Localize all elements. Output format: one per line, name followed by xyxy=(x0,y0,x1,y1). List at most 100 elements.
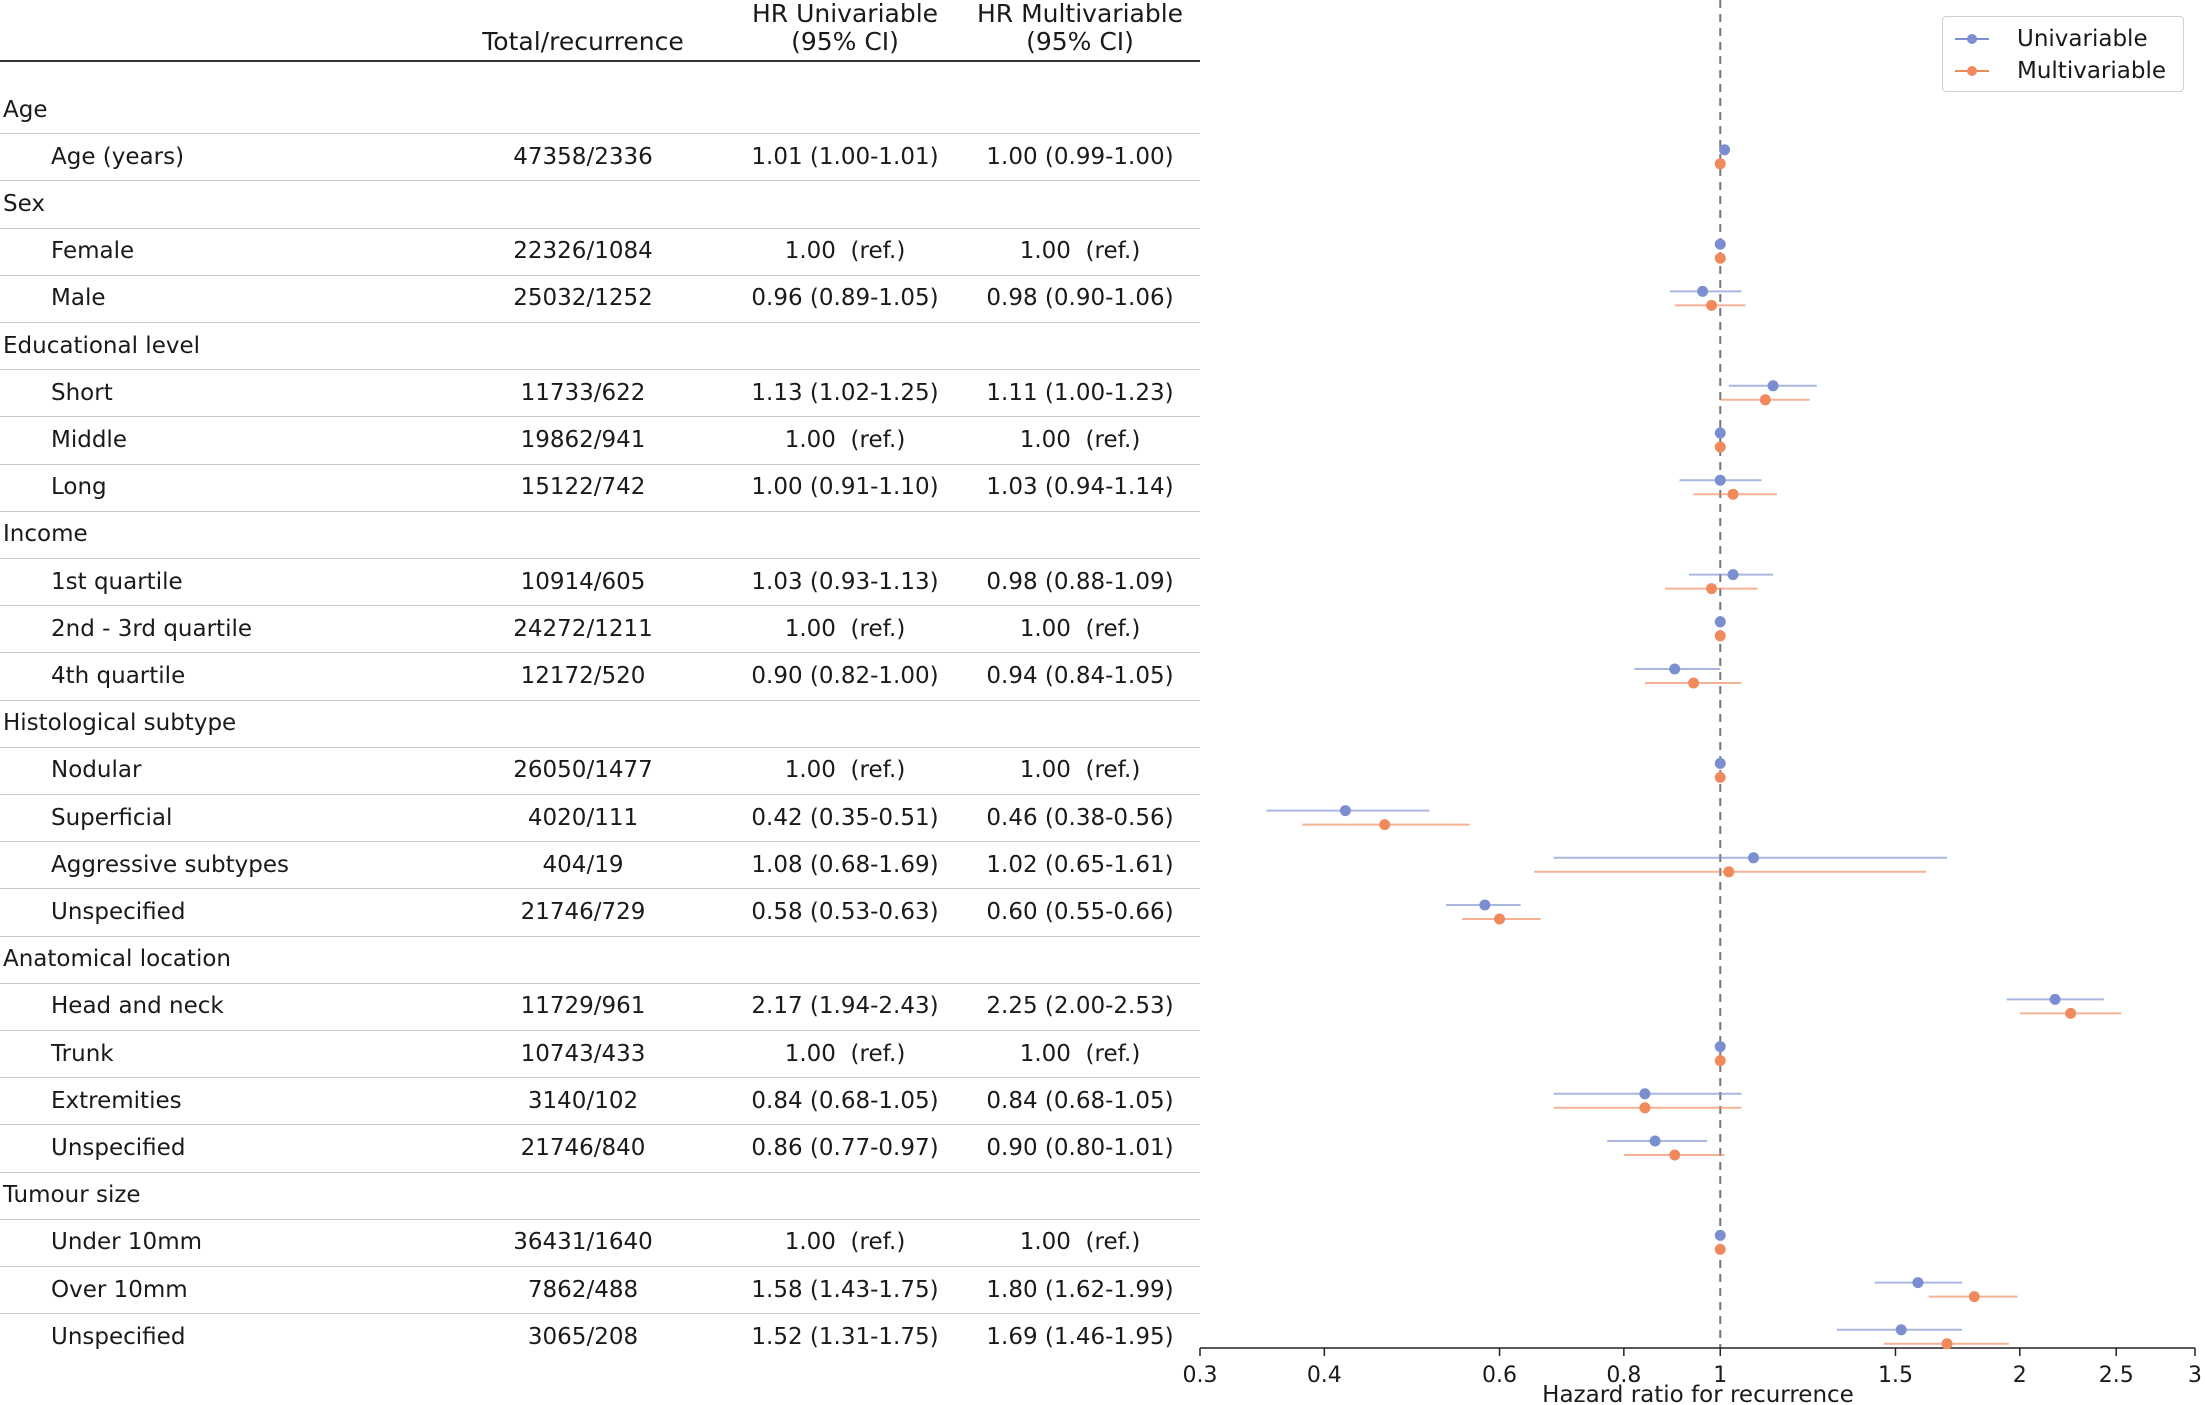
row-hr-univariable: 2.17 (1.94-2.43) xyxy=(751,993,939,1020)
group-heading: Income xyxy=(3,521,88,548)
group-heading: Histological subtype xyxy=(3,710,237,737)
row-hr-multivariable: 1.00 (ref.) xyxy=(1019,238,1141,265)
row-divider xyxy=(0,1313,1200,1315)
univariable-point xyxy=(1339,805,1351,817)
column-header-multivariable-line2: (95% CI) xyxy=(1026,27,1134,56)
group-heading: Age xyxy=(3,96,48,123)
x-axis-title: Hazard ratio for recurrence xyxy=(1542,1382,1854,1405)
row-hr-univariable: 0.58 (0.53-0.63) xyxy=(751,899,939,925)
univariable-point xyxy=(2049,993,2061,1005)
row-hr-multivariable: 1.00 (ref.) xyxy=(1019,1229,1141,1256)
univariable-point xyxy=(1719,144,1731,156)
univariable-point xyxy=(1714,1041,1726,1053)
row-total-recurrence: 19862/941 xyxy=(520,427,646,453)
row-label: Superficial xyxy=(51,804,173,831)
multivariable-point xyxy=(1706,299,1718,311)
multivariable-point xyxy=(1669,1149,1681,1161)
row-total-recurrence: 11733/622 xyxy=(520,379,646,406)
row-hr-multivariable: 0.98 (0.88-1.09) xyxy=(986,568,1174,595)
multivariable-point xyxy=(1688,677,1700,689)
row-hr-univariable: 1.00 (ref.) xyxy=(784,615,906,642)
row-divider xyxy=(0,1218,1200,1220)
row-divider xyxy=(0,369,1200,371)
row-label: Male xyxy=(51,285,106,312)
univariable-point xyxy=(1767,380,1779,392)
row-divider xyxy=(0,935,1200,937)
row-hr-univariable: 1.00 (0.91-1.10) xyxy=(751,474,939,501)
legend-item-univariable: Univariable xyxy=(1943,24,2183,54)
multivariable-point xyxy=(1968,1291,1980,1303)
row-hr-univariable: 1.00 (ref.) xyxy=(784,1229,906,1256)
univariable-point xyxy=(1714,238,1726,250)
legend-multivariable-label: Multivariable xyxy=(2017,58,2167,84)
row-label: Middle xyxy=(51,427,127,453)
multivariable-point xyxy=(1714,252,1726,264)
row-hr-univariable: 1.13 (1.02-1.25) xyxy=(751,379,939,406)
row-label: Female xyxy=(51,238,135,265)
group-heading: Anatomical location xyxy=(3,946,231,973)
univariable-point xyxy=(1639,1088,1651,1100)
row-total-recurrence: 404/19 xyxy=(542,851,624,878)
multivariable-point xyxy=(1714,441,1726,453)
row-label: 1st quartile xyxy=(51,568,183,595)
row-total-recurrence: 12172/520 xyxy=(520,663,646,689)
multivariable-point xyxy=(1706,583,1718,595)
group-heading: Tumour size xyxy=(3,1182,141,1209)
multivariable-point xyxy=(2065,1007,2077,1019)
x-tick-label: 0.8 xyxy=(1606,1363,1641,1388)
row-total-recurrence: 26050/1477 xyxy=(513,757,653,784)
row-divider xyxy=(0,1077,1200,1079)
row-total-recurrence: 7862/488 xyxy=(527,1276,639,1303)
row-hr-multivariable: 0.60 (0.55-0.66) xyxy=(986,899,1174,925)
univariable-point xyxy=(1669,663,1681,675)
row-label: Under 10mm xyxy=(51,1229,203,1256)
row-hr-univariable: 1.08 (0.68-1.69) xyxy=(751,851,939,878)
row-hr-univariable: 1.00 (ref.) xyxy=(784,238,906,265)
row-label: Head and neck xyxy=(51,993,224,1020)
multivariable-point xyxy=(1494,913,1506,925)
results-table: Total/recurrence HR Univariable (95% CI)… xyxy=(0,0,1200,1350)
row-divider xyxy=(0,463,1200,465)
row-total-recurrence: 11729/961 xyxy=(520,993,646,1020)
row-hr-multivariable: 1.00 (ref.) xyxy=(1019,1040,1141,1067)
multivariable-point xyxy=(1714,1055,1726,1067)
x-tick-label: 2.5 xyxy=(2099,1363,2134,1388)
x-tick-label: 1 xyxy=(1713,1363,1727,1388)
row-divider xyxy=(0,982,1200,984)
row-label: Over 10mm xyxy=(51,1276,188,1303)
x-tick-label: 2 xyxy=(2013,1363,2027,1388)
multivariable-point xyxy=(1379,819,1391,831)
row-hr-univariable: 0.42 (0.35-0.51) xyxy=(751,804,939,831)
column-header-total: Total/recurrence xyxy=(482,27,684,56)
univariable-point xyxy=(1714,427,1726,439)
x-tick-label: 0.4 xyxy=(1307,1363,1342,1388)
row-label: 2nd - 3rd quartile xyxy=(51,615,253,642)
row-total-recurrence: 3065/208 xyxy=(527,1323,639,1350)
row-divider xyxy=(0,1171,1200,1173)
legend-univariable-marker xyxy=(1967,34,1977,44)
row-hr-multivariable: 0.98 (0.90-1.06) xyxy=(986,285,1174,312)
x-tick-label: 3 xyxy=(2188,1363,2202,1388)
row-hr-multivariable: 1.02 (0.65-1.61) xyxy=(986,851,1174,878)
multivariable-point xyxy=(1714,1243,1726,1255)
row-hr-multivariable: 0.84 (0.68-1.05) xyxy=(986,1087,1174,1114)
univariable-point xyxy=(1727,569,1739,581)
row-hr-multivariable: 1.80 (1.62-1.99) xyxy=(986,1276,1174,1303)
x-tick-label: 0.3 xyxy=(1183,1363,1218,1388)
row-divider xyxy=(0,794,1200,795)
row-divider xyxy=(0,274,1200,276)
row-hr-univariable: 1.01 (1.00-1.01) xyxy=(751,143,939,170)
row-label: Trunk xyxy=(51,1040,114,1067)
row-label: Unspecified xyxy=(51,1135,186,1161)
row-total-recurrence: 4020/111 xyxy=(527,804,639,831)
row-label: Unspecified xyxy=(51,1323,186,1350)
row-divider xyxy=(0,652,1200,654)
row-divider xyxy=(0,1266,1200,1267)
row-hr-univariable: 0.86 (0.77-0.97) xyxy=(751,1135,939,1161)
univariable-point xyxy=(1479,899,1491,911)
univariable-point xyxy=(1649,1135,1661,1147)
row-hr-univariable: 1.03 (0.93-1.13) xyxy=(751,568,939,595)
univariable-point xyxy=(1748,852,1760,864)
row-label: Long xyxy=(51,474,107,501)
column-header-univariable-line1: HR Univariable xyxy=(751,0,939,28)
